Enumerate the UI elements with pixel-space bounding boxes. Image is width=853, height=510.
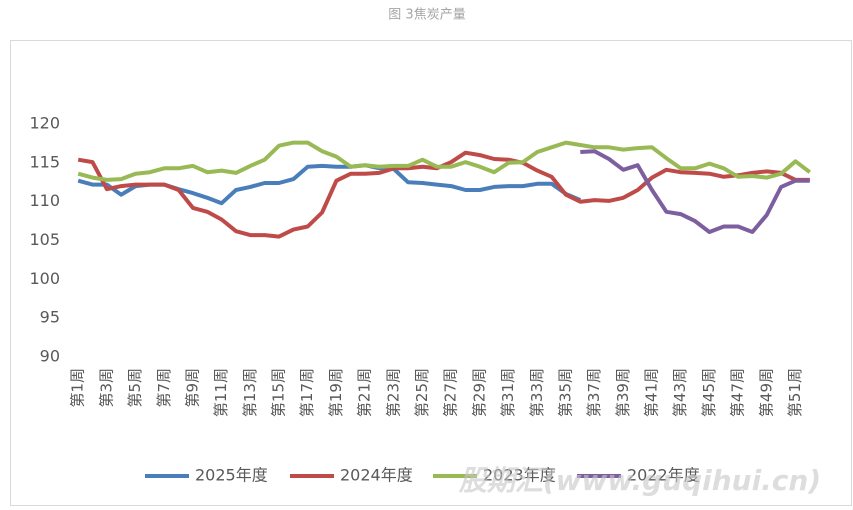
legend-label: 2025年度 <box>195 466 268 485</box>
x-tick-label: 第43周 <box>671 368 689 417</box>
x-tick-label: 第13周 <box>241 368 259 417</box>
x-tick-label: 第35周 <box>556 368 574 417</box>
x-tick-label: 第31周 <box>499 368 517 417</box>
legend-label: 2023年度 <box>483 466 556 485</box>
x-tick-label: 第41周 <box>643 368 661 417</box>
y-tick-label: 110 <box>29 191 60 210</box>
x-tick-label: 第37周 <box>585 368 603 417</box>
legend-label: 2022年度 <box>627 466 700 485</box>
x-tick-label: 第27周 <box>442 368 460 417</box>
x-tick-label: 第11周 <box>212 368 230 417</box>
x-tick-label: 第17周 <box>298 368 316 417</box>
chart-title: 图 3焦炭产量 <box>388 8 465 23</box>
x-tick-label: 第47周 <box>729 368 747 417</box>
x-tick-label: 第9周 <box>183 368 201 408</box>
x-tick-label: 第19周 <box>327 368 345 417</box>
y-tick-label: 95 <box>40 308 60 327</box>
x-tick-label: 第45周 <box>700 368 718 417</box>
x-tick-label: 第49周 <box>757 368 775 417</box>
x-tick-label: 第33周 <box>528 368 546 417</box>
legend-label: 2024年度 <box>340 466 413 485</box>
watermark: 股期汇(www.guqihui.cn) <box>458 464 821 497</box>
chart-frame <box>10 40 852 506</box>
x-tick-label: 第25周 <box>413 368 431 417</box>
y-tick-label: 120 <box>29 114 60 133</box>
y-tick-label: 100 <box>29 269 60 288</box>
x-tick-label: 第29周 <box>470 368 488 417</box>
x-tick-label: 第1周 <box>69 368 87 408</box>
x-tick-label: 第21周 <box>356 368 374 417</box>
x-tick-label: 第51周 <box>786 368 804 417</box>
x-tick-label: 第7周 <box>155 368 173 408</box>
y-tick-label: 105 <box>29 230 60 249</box>
x-tick-label: 第3周 <box>97 368 115 408</box>
series-line <box>77 140 812 182</box>
x-tick-label: 第23周 <box>384 368 402 417</box>
y-tick-label: 90 <box>40 347 60 366</box>
x-tick-label: 第15周 <box>270 368 288 417</box>
y-tick-label: 115 <box>29 152 60 171</box>
series-line <box>580 149 810 234</box>
x-tick-label: 第5周 <box>126 368 144 408</box>
x-tick-label: 第39周 <box>614 368 632 417</box>
